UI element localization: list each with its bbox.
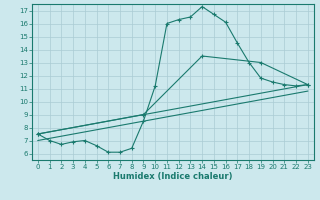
X-axis label: Humidex (Indice chaleur): Humidex (Indice chaleur) (113, 172, 233, 181)
